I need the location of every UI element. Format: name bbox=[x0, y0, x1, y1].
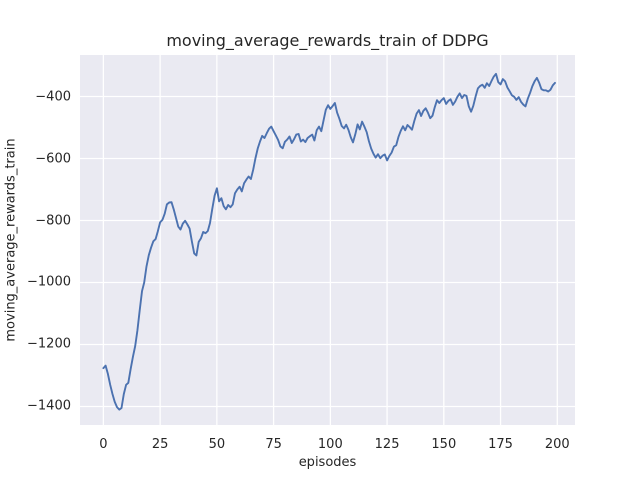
x-tick-label: 25 bbox=[151, 437, 169, 452]
y-axis-label: moving_average_rewards_train bbox=[3, 138, 19, 342]
y-tick-label: −400 bbox=[35, 89, 71, 104]
x-tick-label: 175 bbox=[488, 437, 513, 452]
x-tick-label: 125 bbox=[374, 437, 400, 452]
x-tick-label: 75 bbox=[265, 437, 282, 452]
y-tick-label: −600 bbox=[35, 151, 71, 166]
y-tick-label: −1400 bbox=[27, 398, 71, 414]
x-axis-label: episodes bbox=[298, 455, 357, 470]
y-tick-label: −1200 bbox=[27, 336, 71, 352]
x-tick-label: 50 bbox=[208, 437, 226, 452]
reward-line bbox=[102, 72, 556, 411]
x-tick-label: 0 bbox=[99, 437, 108, 452]
x-tick-label: 200 bbox=[544, 437, 570, 452]
x-tick-label: 100 bbox=[317, 437, 343, 452]
x-tick-label: 150 bbox=[431, 437, 457, 452]
chart-title: moving_average_rewards_train of DDPG bbox=[166, 31, 489, 50]
y-tick-label: −800 bbox=[35, 213, 71, 228]
plot-canvas bbox=[80, 55, 575, 425]
y-tick-label: −1000 bbox=[27, 274, 71, 290]
plot-area bbox=[80, 55, 575, 425]
